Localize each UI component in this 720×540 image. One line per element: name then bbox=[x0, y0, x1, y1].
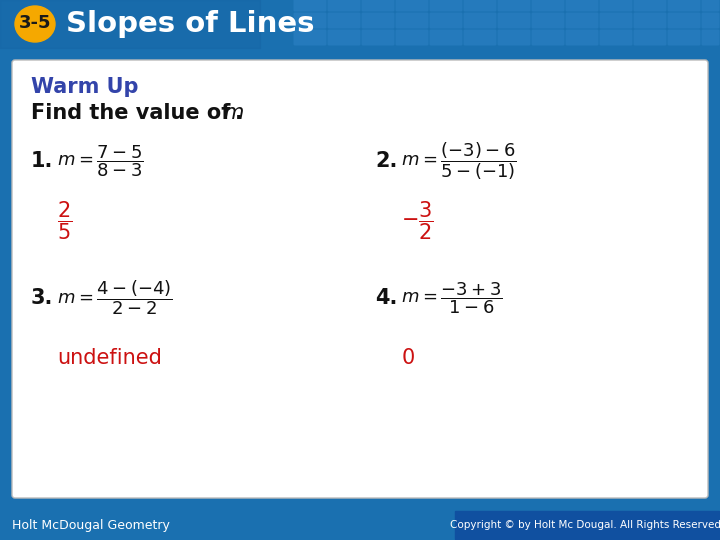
FancyBboxPatch shape bbox=[498, 30, 531, 45]
Text: 2.: 2. bbox=[375, 151, 397, 171]
Bar bbox=[0, 510, 720, 540]
Text: undefined: undefined bbox=[57, 348, 162, 368]
FancyBboxPatch shape bbox=[600, 30, 632, 45]
FancyBboxPatch shape bbox=[701, 30, 719, 45]
FancyBboxPatch shape bbox=[395, 0, 428, 11]
FancyBboxPatch shape bbox=[634, 0, 667, 11]
FancyBboxPatch shape bbox=[498, 0, 531, 11]
FancyBboxPatch shape bbox=[531, 0, 564, 11]
FancyBboxPatch shape bbox=[430, 12, 462, 29]
Bar bbox=[0, 0, 260, 48]
FancyBboxPatch shape bbox=[361, 0, 395, 11]
FancyBboxPatch shape bbox=[565, 12, 598, 29]
FancyBboxPatch shape bbox=[12, 60, 708, 498]
Text: $\dfrac{2}{5}$: $\dfrac{2}{5}$ bbox=[57, 200, 72, 242]
FancyBboxPatch shape bbox=[395, 30, 428, 45]
Text: Warm Up: Warm Up bbox=[31, 77, 138, 97]
FancyBboxPatch shape bbox=[565, 30, 598, 45]
FancyBboxPatch shape bbox=[395, 12, 428, 29]
Text: Find the value of: Find the value of bbox=[31, 103, 238, 123]
Bar bbox=[0, 0, 720, 48]
Text: $m=\dfrac{(-3)-6}{5-(-1)}$: $m=\dfrac{(-3)-6}{5-(-1)}$ bbox=[401, 140, 517, 182]
FancyBboxPatch shape bbox=[294, 0, 326, 11]
FancyBboxPatch shape bbox=[430, 0, 462, 11]
FancyBboxPatch shape bbox=[464, 0, 497, 11]
FancyBboxPatch shape bbox=[294, 12, 326, 29]
FancyBboxPatch shape bbox=[667, 30, 701, 45]
Text: Slopes of Lines: Slopes of Lines bbox=[66, 10, 315, 38]
Text: 4.: 4. bbox=[375, 288, 397, 308]
FancyBboxPatch shape bbox=[701, 12, 719, 29]
FancyBboxPatch shape bbox=[361, 12, 395, 29]
Text: Copyright © by Holt Mc Dougal. All Rights Reserved.: Copyright © by Holt Mc Dougal. All Right… bbox=[450, 520, 720, 530]
Text: .: . bbox=[235, 103, 243, 123]
FancyBboxPatch shape bbox=[531, 30, 564, 45]
Text: $0$: $0$ bbox=[401, 348, 415, 368]
FancyBboxPatch shape bbox=[464, 12, 497, 29]
FancyBboxPatch shape bbox=[294, 30, 326, 45]
FancyBboxPatch shape bbox=[600, 0, 632, 11]
FancyBboxPatch shape bbox=[634, 30, 667, 45]
Text: 3-5: 3-5 bbox=[19, 15, 51, 32]
Text: $m=\dfrac{4-(-4)}{2-2}$: $m=\dfrac{4-(-4)}{2-2}$ bbox=[57, 279, 173, 318]
FancyBboxPatch shape bbox=[498, 12, 531, 29]
FancyBboxPatch shape bbox=[667, 0, 701, 11]
Text: $m=\dfrac{7-5}{8-3}$: $m=\dfrac{7-5}{8-3}$ bbox=[57, 143, 143, 179]
Text: Holt McDougal Geometry: Holt McDougal Geometry bbox=[12, 518, 170, 531]
Text: $-\dfrac{3}{2}$: $-\dfrac{3}{2}$ bbox=[401, 200, 433, 242]
FancyBboxPatch shape bbox=[328, 0, 361, 11]
FancyBboxPatch shape bbox=[701, 0, 719, 11]
FancyBboxPatch shape bbox=[565, 0, 598, 11]
FancyBboxPatch shape bbox=[531, 12, 564, 29]
Text: $m=\dfrac{-3+3}{1-6}$: $m=\dfrac{-3+3}{1-6}$ bbox=[401, 280, 503, 316]
Ellipse shape bbox=[15, 6, 55, 42]
Bar bbox=[455, 511, 719, 539]
FancyBboxPatch shape bbox=[600, 12, 632, 29]
Text: 1.: 1. bbox=[31, 151, 53, 171]
Text: $\mathit{m}$: $\mathit{m}$ bbox=[223, 103, 244, 123]
Text: 3.: 3. bbox=[31, 288, 53, 308]
FancyBboxPatch shape bbox=[328, 30, 361, 45]
FancyBboxPatch shape bbox=[634, 12, 667, 29]
FancyBboxPatch shape bbox=[667, 12, 701, 29]
FancyBboxPatch shape bbox=[361, 30, 395, 45]
FancyBboxPatch shape bbox=[328, 12, 361, 29]
FancyBboxPatch shape bbox=[430, 30, 462, 45]
FancyBboxPatch shape bbox=[464, 30, 497, 45]
